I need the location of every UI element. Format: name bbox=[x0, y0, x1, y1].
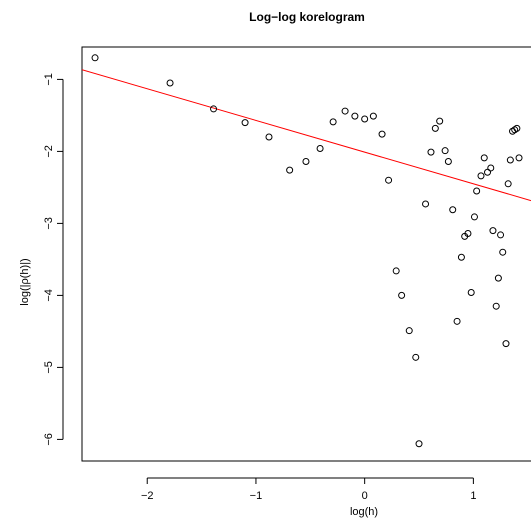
data-point bbox=[241, 119, 249, 127]
points-group bbox=[91, 54, 523, 448]
y-tick-label: −1 bbox=[43, 73, 55, 86]
data-point bbox=[473, 187, 481, 195]
data-point bbox=[487, 164, 495, 172]
data-point bbox=[506, 156, 514, 164]
data-point bbox=[361, 115, 369, 123]
plot-region bbox=[81, 46, 531, 462]
data-point bbox=[480, 154, 488, 162]
y-tick-label: −2 bbox=[43, 145, 55, 158]
chart-title: Log−log korelogram bbox=[249, 10, 365, 24]
data-point bbox=[210, 105, 218, 113]
y-tick-label: −5 bbox=[43, 361, 55, 374]
data-point bbox=[369, 112, 377, 120]
data-point bbox=[341, 107, 349, 115]
data-point bbox=[489, 227, 497, 235]
fit-line-group bbox=[82, 69, 531, 202]
x-tick-label: 1 bbox=[470, 490, 476, 502]
data-point bbox=[441, 147, 449, 155]
data-point bbox=[467, 289, 475, 297]
data-point bbox=[316, 145, 324, 153]
data-point bbox=[484, 168, 492, 176]
y-axis: −6 −5 −4 −3 −2 −1 bbox=[43, 73, 64, 446]
x-tick-label: −1 bbox=[250, 490, 263, 502]
data-point bbox=[504, 180, 512, 188]
data-point bbox=[385, 176, 393, 184]
data-point bbox=[415, 440, 423, 448]
data-point bbox=[470, 213, 478, 221]
data-point bbox=[515, 154, 523, 162]
data-point bbox=[502, 340, 510, 348]
regression-line bbox=[82, 69, 531, 202]
y-tick-label: −3 bbox=[43, 217, 55, 230]
x-axis-label: log(h) bbox=[350, 506, 378, 518]
data-point bbox=[444, 157, 452, 165]
x-tick-label: −2 bbox=[141, 490, 154, 502]
data-point bbox=[431, 124, 439, 132]
data-point bbox=[449, 206, 457, 214]
data-point bbox=[302, 157, 310, 165]
data-point bbox=[457, 253, 465, 261]
data-point bbox=[351, 112, 359, 120]
data-point bbox=[398, 291, 406, 299]
data-point bbox=[91, 54, 99, 62]
data-point bbox=[494, 274, 502, 282]
data-point bbox=[405, 327, 413, 335]
data-point bbox=[422, 200, 430, 208]
data-point bbox=[436, 117, 444, 125]
data-point bbox=[265, 133, 273, 141]
data-point bbox=[286, 166, 294, 174]
plot-frame bbox=[81, 46, 531, 462]
data-point bbox=[378, 130, 386, 138]
data-point bbox=[166, 79, 174, 87]
y-tick-label: −6 bbox=[43, 433, 55, 446]
data-point bbox=[427, 148, 435, 156]
data-point bbox=[453, 317, 461, 325]
x-tick-label: 0 bbox=[362, 490, 368, 502]
data-point bbox=[329, 118, 337, 126]
data-point bbox=[412, 353, 420, 361]
data-point bbox=[497, 231, 505, 239]
y-tick-label: −4 bbox=[43, 289, 55, 302]
x-axis: −2 −1 0 1 bbox=[141, 477, 476, 502]
data-point bbox=[513, 124, 521, 132]
data-point bbox=[477, 172, 485, 180]
data-point bbox=[499, 248, 507, 256]
data-point bbox=[392, 267, 400, 275]
data-point bbox=[464, 229, 472, 237]
data-point bbox=[492, 302, 500, 310]
y-axis-label: log(|ρ(h)|) bbox=[19, 258, 31, 305]
